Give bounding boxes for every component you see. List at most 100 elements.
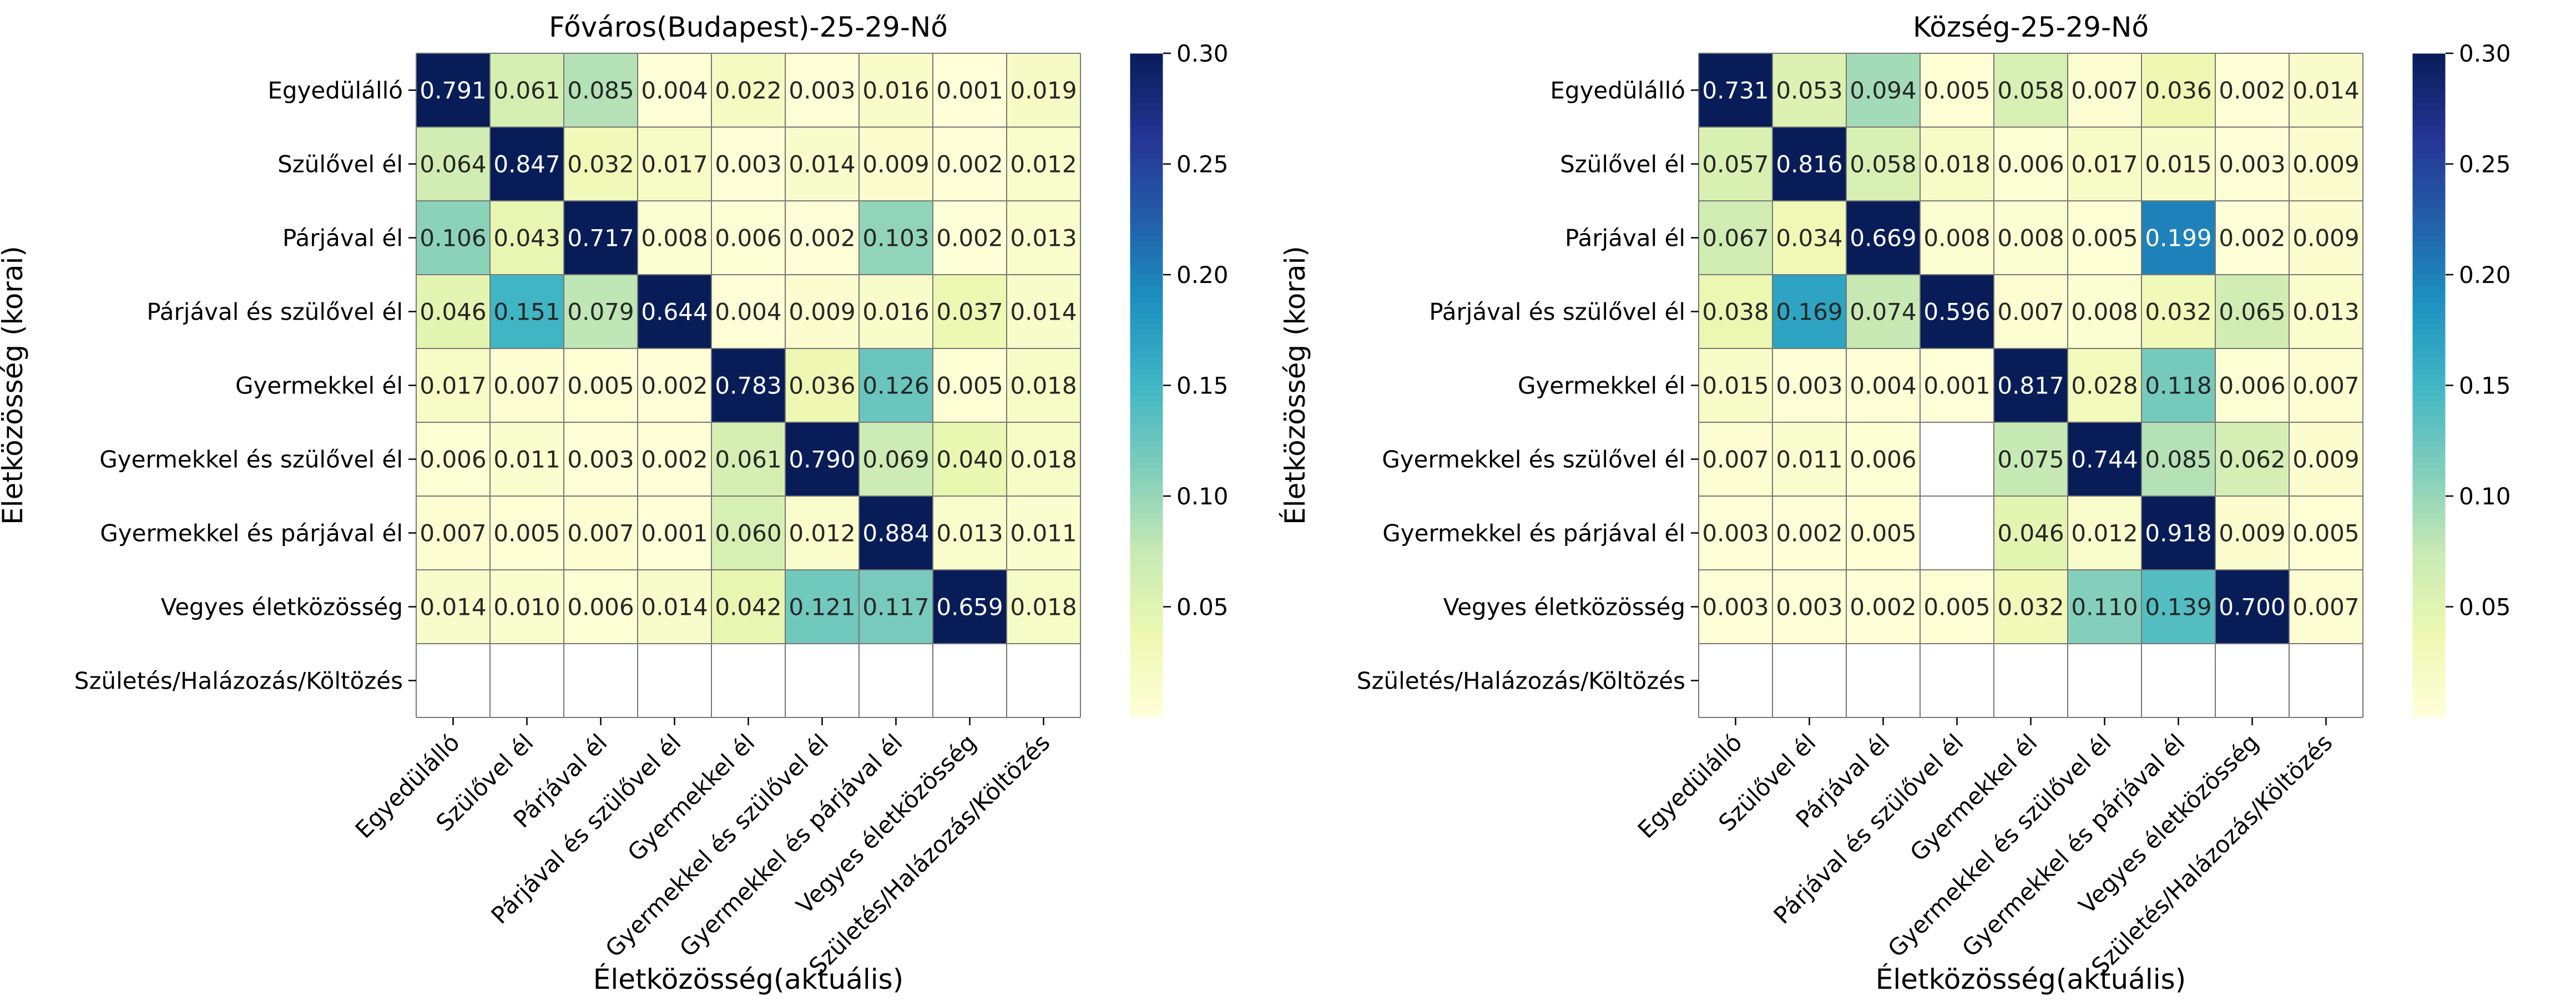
colorbar-segment xyxy=(1130,208,1163,215)
heatmap-cell xyxy=(416,570,490,644)
cell-value-label: 0.057 xyxy=(1702,151,1769,178)
heatmap-cell xyxy=(638,127,711,201)
colorbar-segment xyxy=(1130,452,1163,458)
colorbar-segment xyxy=(2412,590,2446,596)
colorbar-segment xyxy=(2412,557,2446,563)
heatmap-cell xyxy=(564,53,638,127)
heatmap-cell xyxy=(416,496,490,570)
colorbar-tick-label: 0.20 xyxy=(2459,261,2511,289)
heatmap-cell xyxy=(1699,348,1772,422)
heatmap-cell xyxy=(2068,570,2141,644)
heatmap-cell xyxy=(638,53,711,127)
cell-value-label: 0.002 xyxy=(641,446,708,473)
cell-value-label: 0.009 xyxy=(2292,446,2359,473)
cell-value-label: 0.139 xyxy=(2145,594,2211,621)
colorbar-segment xyxy=(2412,424,2446,431)
colorbar-segment xyxy=(1130,169,1163,176)
cell-value-label: 0.117 xyxy=(862,594,929,621)
colorbar-segment xyxy=(1130,457,1163,463)
heatmap-cell xyxy=(1699,275,1772,348)
heatmap-cell xyxy=(2215,496,2289,570)
colorbar-segment xyxy=(1130,374,1163,381)
colorbar-segment xyxy=(1130,103,1163,109)
colorbar-segment xyxy=(2412,153,2446,159)
cell-value-label: 0.016 xyxy=(862,77,929,104)
colorbar-segment xyxy=(1130,595,1163,602)
colorbar-segment xyxy=(1130,491,1163,497)
heatmap-cell xyxy=(1846,348,1920,422)
cell-value-label: 0.005 xyxy=(2071,225,2138,252)
cell-value-label: 0.074 xyxy=(1850,299,1916,326)
colorbar-segment xyxy=(2412,512,2446,519)
cell-value-label: 0.079 xyxy=(567,299,634,326)
cell-value-label: 0.016 xyxy=(862,299,929,326)
colorbar-segment xyxy=(2412,203,2446,209)
cell-value-label: 0.008 xyxy=(1997,225,2064,252)
colorbar-segment xyxy=(2412,562,2446,569)
colorbar-segment xyxy=(1130,429,1163,436)
colorbar-segment xyxy=(2412,53,2446,59)
heatmap-cell xyxy=(859,127,933,201)
heatmap-cell xyxy=(2289,496,2363,570)
heatmap-cell xyxy=(2215,127,2289,201)
heatmap-cell xyxy=(490,53,564,127)
colorbar-segment xyxy=(1130,258,1163,264)
cell-value-label: 0.002 xyxy=(1776,520,1842,547)
heatmap-cell xyxy=(1772,570,1846,644)
heatmap-cell xyxy=(711,570,785,644)
colorbar-segment xyxy=(1130,579,1163,585)
colorbar-segment xyxy=(1130,75,1163,82)
cell-value-label: 0.001 xyxy=(641,520,708,547)
colorbar-segment xyxy=(2412,618,2446,624)
heatmap-cell xyxy=(1772,422,1846,496)
colorbar-segment xyxy=(1130,141,1163,148)
colorbar-segment xyxy=(2412,429,2446,436)
colorbar-segment xyxy=(1130,186,1163,193)
heatmap-cell xyxy=(2215,53,2289,127)
colorbar-segment xyxy=(1130,307,1163,314)
cell-value-label: 0.121 xyxy=(789,594,855,621)
y-tick-label: Gyermekkel és szülővel él xyxy=(1382,446,1685,473)
cell-value-label: 0.110 xyxy=(2071,594,2138,621)
colorbar-segment xyxy=(1130,545,1163,552)
colorbar-segment xyxy=(2412,463,2446,469)
cell-value-label: 0.017 xyxy=(420,372,486,400)
colorbar-segment xyxy=(2412,457,2446,463)
heatmap-cell xyxy=(1994,275,2068,348)
colorbar-segment xyxy=(1130,264,1163,270)
colorbar-segment xyxy=(1130,175,1163,181)
cell-value-label: 0.002 xyxy=(2219,225,2285,252)
y-tick-label: Párjával és szülővel él xyxy=(147,299,403,326)
cell-value-label: 0.009 xyxy=(2292,151,2359,178)
colorbar-segment xyxy=(2412,241,2446,247)
cell-value-label: 0.014 xyxy=(1010,299,1077,326)
heatmap-cell xyxy=(785,570,859,644)
heatmap-cell xyxy=(1007,570,1080,644)
heatmap-cell xyxy=(2068,53,2141,127)
heatmap-cell xyxy=(1994,201,2068,275)
colorbar-segment xyxy=(1130,551,1163,558)
heatmap-cell xyxy=(1772,53,1846,127)
cell-value-label: 0.011 xyxy=(493,446,560,473)
colorbar-segment xyxy=(1130,391,1163,397)
cell-value-label: 0.669 xyxy=(1850,225,1916,252)
heatmap-cell xyxy=(490,127,564,201)
cell-value-label: 0.008 xyxy=(1923,225,1990,252)
colorbar-segment xyxy=(1130,518,1163,524)
heatmap-cell xyxy=(416,127,490,201)
colorbar-segment xyxy=(1130,236,1163,242)
colorbar-segment xyxy=(2412,623,2446,630)
heatmap-cell xyxy=(2068,201,2141,275)
heatmap-cell xyxy=(933,275,1007,348)
cell-value-label: 0.003 xyxy=(1702,520,1769,547)
heatmap-cell xyxy=(2289,570,2363,644)
colorbar-segment xyxy=(2412,452,2446,458)
heatmap-cell xyxy=(933,422,1007,496)
y-tick-label: Egyedülálló xyxy=(1550,77,1685,104)
cell-value-label: 0.004 xyxy=(1850,372,1916,400)
cell-value-label: 0.007 xyxy=(1702,446,1769,473)
y-tick-label: Szülővel él xyxy=(277,151,403,178)
cell-value-label: 0.002 xyxy=(936,151,1003,178)
colorbar-segment xyxy=(1130,673,1163,679)
colorbar-tick-label: 0.10 xyxy=(1176,483,1229,510)
